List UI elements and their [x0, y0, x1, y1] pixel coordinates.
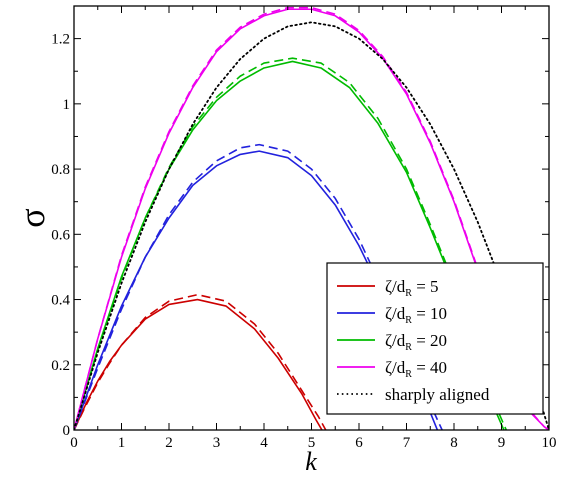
- x-tick-label: 0: [70, 435, 78, 451]
- y-tick-label: 0.8: [51, 162, 70, 178]
- legend-label: sharply aligned: [385, 385, 490, 404]
- y-tick-label: 0: [63, 423, 71, 439]
- x-tick-label: 7: [403, 435, 411, 451]
- x-tick-label: 9: [498, 435, 506, 451]
- legend-label: ζ/dR = 5: [385, 277, 439, 299]
- y-axis-label: σ: [12, 208, 52, 227]
- x-tick-label: 5: [308, 435, 316, 451]
- x-tick-label: 8: [450, 435, 458, 451]
- x-tick-label: 10: [542, 435, 557, 451]
- legend: ζ/dR = 5 ζ/dR = 10 ζ/dR = 20 ζ/dR = 40 sharp…: [326, 262, 544, 415]
- series-line-1: [74, 293, 327, 430]
- legend-box: [326, 262, 544, 415]
- legend-label: ζ/dR = 10: [385, 304, 447, 326]
- x-tick-label: 1: [118, 435, 126, 451]
- y-tick-label: 0.4: [51, 293, 70, 309]
- y-tick-label: 0.6: [51, 227, 70, 243]
- y-tick-label: 1: [63, 97, 71, 113]
- y-tick-label: 1.2: [51, 32, 70, 48]
- x-tick-label: 4: [260, 435, 268, 451]
- x-axis-label: k: [305, 447, 317, 476]
- axis-ticks: 0 1 2 3 4 5 6 7 8 9 10 0 0.2 0.4 0.6 0.8 1 1.2: [51, 5, 557, 451]
- x-tick-label: 2: [165, 435, 173, 451]
- x-tick-label: 6: [355, 435, 363, 451]
- y-tick-label: 0.2: [51, 358, 70, 374]
- series-line-8: [74, 21, 549, 430]
- legend-label: ζ/dR = 40: [385, 358, 447, 380]
- series-line-0: [74, 298, 323, 430]
- legend-label: ζ/dR = 20: [385, 331, 447, 353]
- x-tick-label: 3: [213, 435, 221, 451]
